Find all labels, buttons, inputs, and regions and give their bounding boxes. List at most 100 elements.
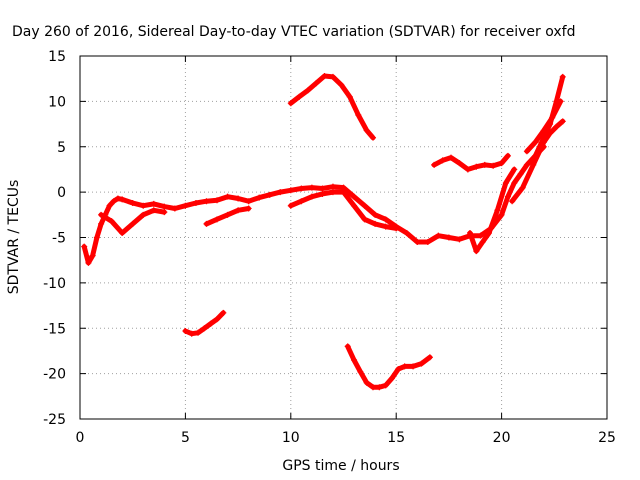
data-point (235, 195, 242, 202)
data-point (538, 139, 545, 146)
data-point (517, 170, 524, 177)
data-point (129, 200, 136, 207)
x-axis-label: GPS time / hours (282, 458, 399, 474)
data-point (426, 354, 433, 361)
data-point (490, 162, 497, 169)
data-point (351, 357, 358, 364)
data-point (321, 72, 328, 79)
series-sub-track (287, 189, 400, 232)
data-point (304, 87, 311, 94)
data-point (473, 163, 480, 170)
data-point (298, 198, 305, 205)
data-point (435, 232, 442, 239)
data-point (110, 198, 117, 205)
data-point (98, 220, 105, 227)
y-tick-label: 10 (48, 94, 66, 110)
data-point (401, 363, 408, 370)
data-point (344, 343, 351, 350)
data-point (403, 229, 410, 236)
data-point (346, 93, 353, 100)
data-point (445, 234, 452, 241)
series-lower-track (98, 207, 168, 236)
data-point (214, 216, 221, 223)
data-point (298, 185, 305, 192)
data-point (509, 198, 516, 205)
data-point (106, 202, 113, 209)
data-point (308, 193, 315, 200)
data-point (456, 236, 463, 243)
data-point (361, 202, 368, 209)
data-point (338, 82, 345, 89)
y-axis-label: SDTVAR / TECUs (6, 180, 22, 295)
data-point (214, 197, 221, 204)
data-point (203, 198, 210, 205)
data-point (329, 73, 336, 80)
x-tick-label: 5 (181, 430, 190, 446)
data-point (214, 316, 221, 323)
data-point (161, 209, 168, 216)
data-point (485, 229, 492, 236)
series-layer (81, 72, 566, 391)
data-point (363, 127, 370, 134)
data-point (494, 207, 501, 214)
data-point (511, 166, 518, 173)
series-offset-track-3 (344, 343, 433, 391)
x-tick-label: 10 (282, 430, 300, 446)
data-point (192, 200, 199, 207)
series-main-track (81, 143, 547, 266)
data-point (319, 190, 326, 197)
chart-title: Day 260 of 2016, Sidereal Day-to-day VTE… (12, 24, 575, 40)
y-tick-label: 5 (57, 140, 66, 156)
data-point (224, 211, 231, 218)
y-tick-label: -5 (52, 231, 66, 247)
data-point (182, 327, 189, 334)
data-point (431, 161, 438, 168)
series-line (431, 153, 511, 172)
data-point (370, 384, 377, 391)
data-point (481, 161, 488, 168)
data-point (557, 98, 564, 105)
data-point (504, 193, 511, 200)
data-point (382, 382, 389, 389)
data-point (351, 193, 358, 200)
data-point (182, 202, 189, 209)
data-point (448, 154, 455, 161)
data-point (207, 320, 214, 327)
data-point (195, 329, 202, 336)
data-point (473, 248, 480, 255)
x-tick-label: 0 (76, 430, 85, 446)
data-point (424, 239, 431, 246)
data-point (140, 211, 147, 218)
data-point (355, 111, 362, 118)
axis-layer: 0 5 10 15 20 25 -25 -20 -15 -10 -5 0 5 10 15 (43, 49, 616, 446)
data-point (477, 232, 484, 239)
data-point (150, 207, 157, 214)
data-point (150, 200, 157, 207)
data-point (287, 187, 294, 194)
data-point (329, 189, 336, 196)
data-point (224, 193, 231, 200)
data-point (498, 211, 505, 218)
data-point (395, 366, 402, 373)
data-point (523, 161, 530, 168)
y-tick-label: -10 (43, 276, 66, 292)
data-point (201, 325, 208, 332)
data-point (502, 180, 509, 187)
data-point (129, 220, 136, 227)
data-point (372, 220, 379, 227)
data-point (171, 205, 178, 212)
data-point (245, 198, 252, 205)
data-point (553, 123, 560, 130)
data-point (277, 189, 284, 196)
series-offset-track-7 (523, 98, 564, 155)
y-tick-label: 15 (48, 49, 66, 65)
x-tick-label: 25 (598, 430, 616, 446)
data-point (382, 223, 389, 230)
grid-layer (80, 56, 607, 419)
data-point (532, 139, 539, 146)
data-point (287, 100, 294, 107)
data-point (372, 211, 379, 218)
data-point (235, 207, 242, 214)
data-point (140, 202, 147, 209)
